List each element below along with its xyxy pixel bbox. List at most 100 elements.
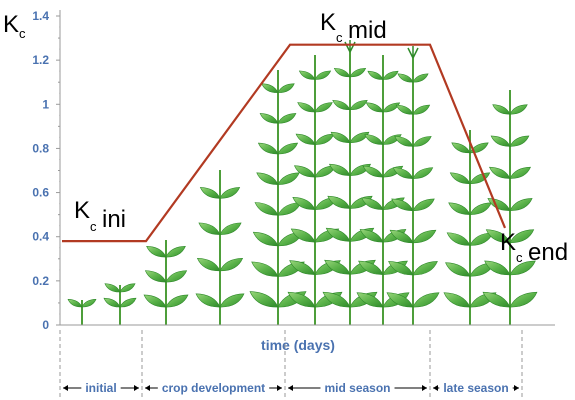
plant-leaf [361, 197, 384, 210]
plant-leaf [249, 291, 279, 308]
annotation-kc-end: K c end [500, 229, 568, 266]
plant-leaf [395, 104, 414, 115]
plant-leaf [367, 70, 384, 80]
plant-leaf [412, 167, 434, 179]
plant-leaf [397, 73, 414, 83]
y-tick-label: 0 [42, 318, 49, 332]
plant-leaf [443, 292, 471, 308]
stage-arrowhead-right [514, 385, 519, 391]
plant-leaf [165, 246, 186, 258]
plant-leaf [277, 172, 300, 185]
plant-leaf [391, 198, 414, 211]
plant-leaf [469, 172, 491, 184]
stage-arrowhead-right [134, 385, 139, 391]
plant-leaf [103, 297, 121, 308]
plant-leaf [322, 291, 351, 308]
y-axis: 0 0.2 0.4 0.6 0.8 1 1.2 1.4 [32, 9, 61, 332]
plant-leaf [314, 133, 335, 145]
plant-leaf [489, 166, 511, 179]
plant-leaf [349, 67, 367, 78]
plant-leaf [509, 135, 530, 147]
plant-leaf [362, 165, 384, 178]
crop-plants-illustration [67, 40, 538, 325]
plant-leaf [492, 104, 511, 115]
plant-tassel [407, 46, 419, 59]
stage-arrowhead-left [433, 385, 438, 391]
plant-leaf [412, 198, 435, 211]
plant-leaf [469, 202, 492, 215]
plant-leaf [294, 165, 316, 178]
plant-leaf [412, 104, 431, 115]
stage-arrowhead-left [63, 385, 68, 391]
plant-leaf [257, 142, 279, 155]
annotation-kc-mid: K c mid [320, 9, 387, 45]
plant-leaf [119, 283, 136, 293]
y-axis-title-sub: c [19, 26, 26, 41]
y-axis-title: K c [3, 11, 26, 41]
y-axis-title-main: K [3, 11, 19, 38]
plant-leaf [448, 202, 471, 215]
plant-leaf [412, 229, 437, 244]
plant-leaf [412, 292, 440, 308]
kc-series [62, 43, 507, 243]
plant-leaf [295, 133, 316, 145]
stage-label: mid season [324, 381, 390, 395]
plant-leaf [388, 261, 414, 276]
y-tick-label: 1.4 [32, 9, 49, 23]
plant-leaf [445, 262, 471, 277]
plant-leaf [297, 102, 316, 113]
plant [287, 55, 343, 325]
plant-leaf [219, 293, 245, 308]
plant-leaf [277, 142, 299, 155]
plant-leaf [382, 70, 399, 80]
stage-arrowhead-left [288, 385, 293, 391]
plant-leaf [359, 229, 384, 243]
annotation-kc-mid-text: mid [348, 17, 387, 44]
plant-leaf [412, 136, 432, 147]
plant-leaf [259, 113, 279, 124]
plant-leaf [412, 73, 429, 83]
plant-leaf [446, 232, 471, 246]
plant-leaf [196, 258, 221, 272]
plant-leaf [484, 260, 511, 276]
plant-leaf [314, 102, 333, 113]
plant-leaf [349, 131, 370, 143]
plant-leaf [261, 83, 279, 93]
annotation-kc-mid-sub: c [336, 30, 343, 45]
plant-leaf [382, 102, 401, 113]
annotation-kc-end-text: end [528, 239, 568, 266]
plant-leaf [386, 292, 414, 308]
plant-leaf [389, 229, 414, 244]
plant-leaf [290, 228, 316, 243]
plant-leaf [251, 261, 279, 277]
plant [249, 70, 307, 325]
annotation-kc-ini-sub: c [90, 219, 97, 234]
annotation-kc-ini-main: K [74, 197, 90, 224]
annotation-kc-mid-main: K [320, 9, 336, 36]
plant-leaf [324, 259, 351, 275]
plant-leaf [325, 227, 351, 242]
plant-leaf [289, 260, 316, 275]
y-tick-label: 0.2 [32, 274, 49, 288]
plant-leaf [219, 222, 242, 235]
plant-leaf [81, 298, 97, 308]
plant-leaf [219, 187, 241, 199]
plant [356, 55, 410, 325]
plant-leaf [509, 104, 528, 115]
stage-arrowhead-right [422, 385, 427, 391]
plant-leaf [219, 258, 244, 272]
plant-leaf [482, 291, 511, 308]
annotation-kc-end-main: K [500, 229, 516, 256]
plant-leaf [146, 246, 167, 258]
annotation-kc-ini-text: ini [102, 206, 126, 233]
plant-leaf [104, 283, 121, 293]
plant-leaf [119, 297, 137, 308]
plant [386, 46, 440, 325]
plant-leaf [509, 229, 535, 244]
plant-leaf [199, 187, 221, 199]
plant-leaf [509, 166, 531, 179]
plant [322, 40, 378, 325]
y-tick-label: 1 [42, 97, 49, 111]
plant-leaf [195, 293, 221, 308]
plant-leaf [277, 83, 295, 93]
